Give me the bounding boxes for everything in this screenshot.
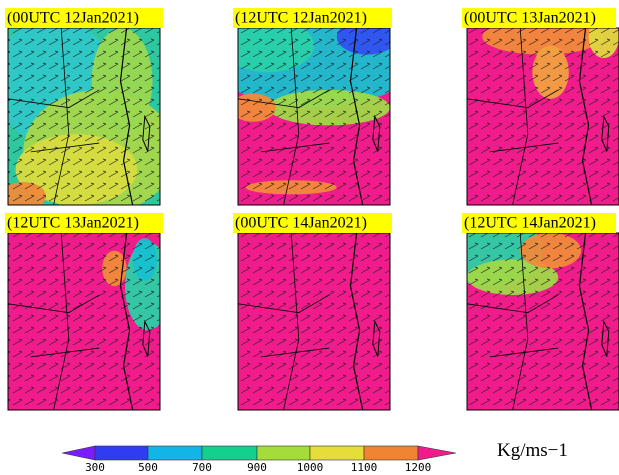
colorbar-segment bbox=[147, 445, 203, 461]
map-panels: (00UTC 12Jan2021) (12UTC 12Jan2021) (00UTC… bbox=[5, 8, 619, 411]
borders bbox=[238, 233, 330, 410]
wind-vectors bbox=[238, 233, 390, 410]
coastline bbox=[349, 233, 364, 410]
colorbar-segment bbox=[94, 445, 149, 461]
title-background bbox=[462, 8, 616, 28]
colorbar-label: 300 bbox=[85, 461, 105, 474]
wind-vectors bbox=[238, 28, 390, 205]
map-panel: (00UTC 12Jan2021) bbox=[5, 8, 163, 206]
colorbar-label: 1200 bbox=[405, 461, 432, 474]
wind-vectors bbox=[467, 233, 619, 410]
map-field bbox=[8, 28, 160, 205]
wind-vectors bbox=[467, 28, 619, 205]
panel-title: (12UTC 12Jan2021) bbox=[235, 10, 367, 27]
map-panel: (12UTC 13Jan2021) bbox=[5, 213, 163, 411]
map-panel: (00UTC 14Jan2021) bbox=[233, 213, 392, 411]
colorbar-extend-high bbox=[417, 445, 457, 461]
coastline bbox=[578, 28, 593, 205]
colorbar-label: 1000 bbox=[297, 461, 324, 474]
island bbox=[142, 114, 151, 152]
colorbar-label: 500 bbox=[138, 461, 158, 474]
borders bbox=[467, 28, 559, 205]
island bbox=[601, 319, 610, 357]
island bbox=[372, 114, 381, 152]
title-background bbox=[462, 213, 616, 233]
wind-vectors bbox=[8, 28, 160, 205]
colorbar-extend-low bbox=[61, 445, 96, 461]
panel-title: (12UTC 14Jan2021) bbox=[464, 215, 596, 232]
colorbar-segment bbox=[309, 445, 365, 461]
coastline bbox=[578, 233, 593, 410]
coastline bbox=[119, 233, 134, 410]
panel-title: (12UTC 13Jan2021) bbox=[7, 215, 139, 232]
map-panel: (12UTC 12Jan2021) bbox=[233, 8, 392, 206]
map-panel: (00UTC 13Jan2021) bbox=[462, 8, 619, 206]
borders bbox=[8, 28, 100, 205]
borders bbox=[8, 233, 100, 410]
colorbar-label: 700 bbox=[192, 461, 212, 474]
colorbar: 300 500 700 900 1000 1100 1200 bbox=[61, 445, 457, 474]
coastline bbox=[119, 28, 134, 205]
colorbar-segment bbox=[363, 445, 419, 461]
title-background bbox=[5, 8, 163, 28]
island bbox=[142, 319, 151, 357]
map-panel: (12UTC 14Jan2021) bbox=[462, 213, 619, 411]
panel-title: (00UTC 12Jan2021) bbox=[7, 10, 139, 27]
island bbox=[601, 114, 610, 152]
title-background bbox=[233, 8, 392, 28]
panel-title: (00UTC 13Jan2021) bbox=[464, 10, 596, 27]
island bbox=[372, 319, 381, 357]
map-field bbox=[467, 233, 619, 410]
borders bbox=[238, 28, 330, 205]
map-field bbox=[238, 233, 390, 410]
map-field bbox=[467, 28, 619, 205]
panel-title: (00UTC 14Jan2021) bbox=[235, 215, 367, 232]
title-background bbox=[233, 213, 392, 233]
wind-vectors bbox=[8, 233, 160, 410]
title-background bbox=[5, 213, 163, 233]
colorbar-segment bbox=[256, 445, 311, 461]
borders bbox=[467, 233, 559, 410]
colorbar-unit: Kg/ms−1 bbox=[497, 440, 568, 461]
map-field bbox=[238, 28, 390, 205]
colorbar-label: 900 bbox=[247, 461, 267, 474]
coastline bbox=[349, 28, 364, 205]
colorbar-segment bbox=[201, 445, 258, 461]
colorbar-label: 1100 bbox=[351, 461, 378, 474]
map-field bbox=[8, 233, 160, 410]
